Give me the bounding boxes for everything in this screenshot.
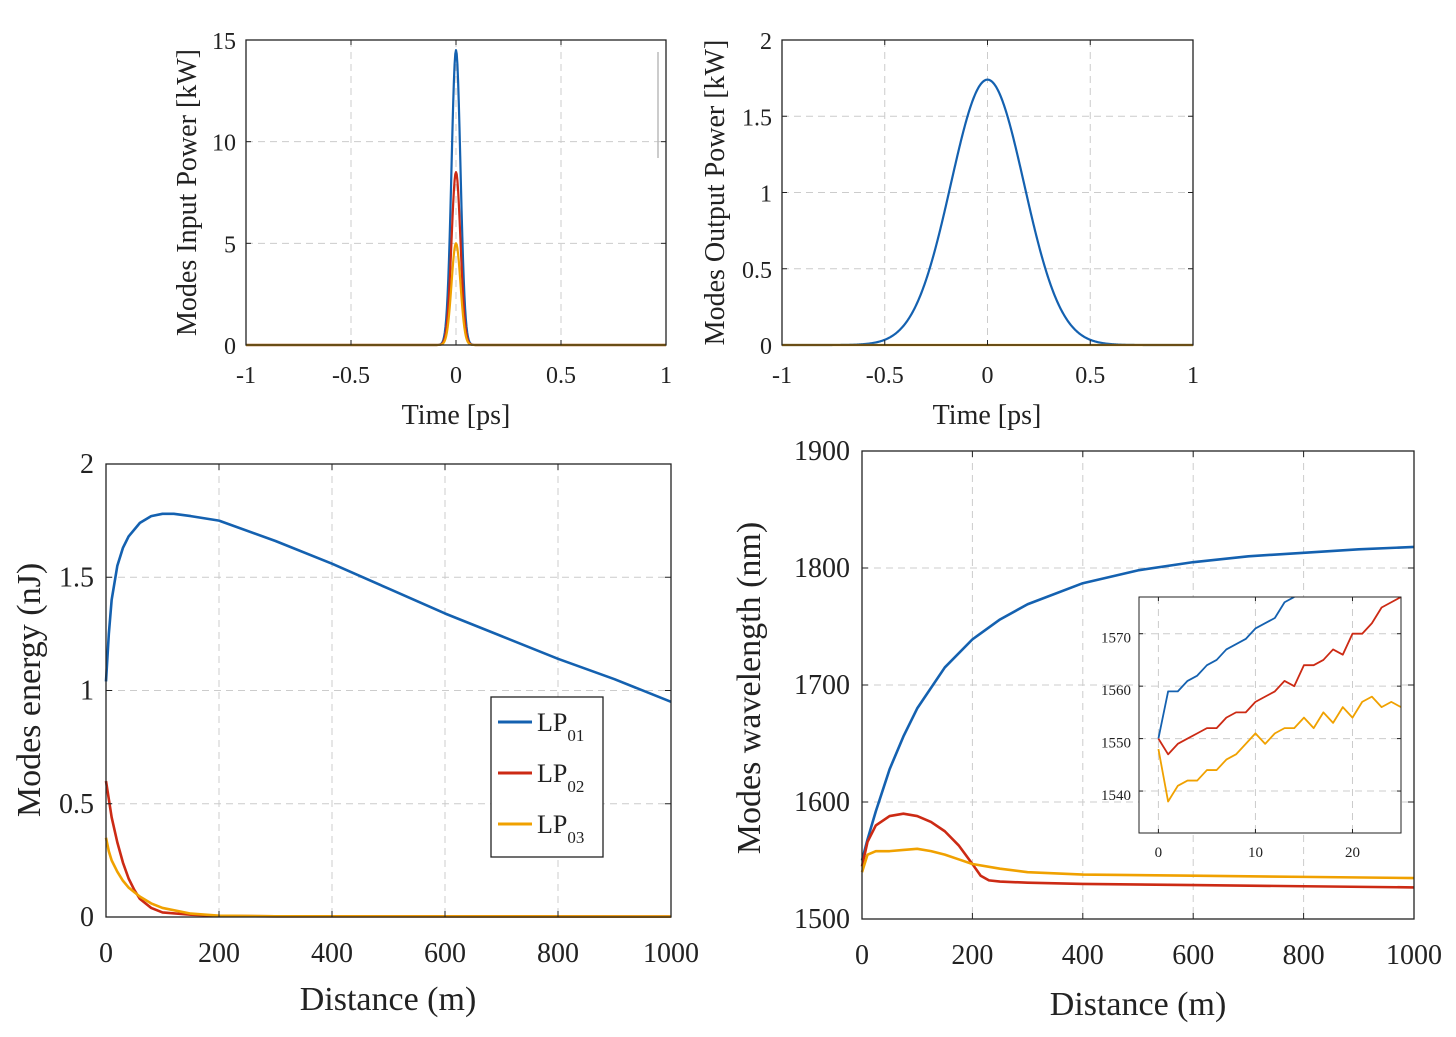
x-axis-label: Time [ps] — [933, 400, 1042, 431]
x-tick-label: 0 — [450, 363, 462, 389]
x-tick-label: 1000 — [1386, 940, 1442, 971]
x-tick-label: 1 — [660, 363, 672, 389]
y-tick-label: 1570 — [1101, 631, 1131, 647]
x-tick-label: 1 — [1187, 363, 1199, 389]
y-axis-label: Modes energy (nJ) — [11, 563, 48, 817]
x-axis-label: Time [ps] — [402, 400, 511, 431]
y-tick-label: 1800 — [794, 553, 850, 584]
x-tick-label: 800 — [1283, 940, 1325, 971]
y-tick-label: 0.5 — [742, 258, 772, 284]
x-axis-label: Distance (m) — [1050, 986, 1227, 1023]
y-tick-label: 1540 — [1101, 788, 1131, 804]
x-tick-label: 400 — [311, 938, 353, 969]
series-group — [860, 545, 1415, 889]
y-tick-label: 0 — [760, 334, 772, 360]
chart-output-power: -1 -0.5 0 0.5 1 0 0.5 1 1.5 2 Time [ps] Modes Out… — [700, 29, 1199, 431]
plot-area — [246, 40, 666, 345]
series-line-01 — [860, 545, 1415, 861]
x-tick-label: 600 — [1172, 940, 1214, 971]
y-tick-label: 1700 — [794, 670, 850, 701]
x-tick-label: 20 — [1345, 845, 1360, 861]
y-tick-label: 15 — [212, 29, 236, 55]
ticks: -1 -0.5 0 0.5 1 0 0.5 1 1.5 2 — [742, 29, 1199, 389]
inset-series-group — [1157, 597, 1401, 803]
y-tick-label: 1 — [760, 182, 772, 208]
series-line-01 — [104, 512, 672, 704]
series-line-02 — [860, 812, 1415, 889]
inset-series-line — [1157, 597, 1295, 739]
y-tick-label: 0.5 — [59, 789, 94, 820]
x-tick-label: 200 — [951, 940, 993, 971]
y-tick-label: 0 — [80, 902, 94, 933]
inset-frame — [1138, 596, 1402, 834]
y-tick-label: 1550 — [1101, 736, 1131, 752]
inset-series-line — [1157, 597, 1401, 756]
grid — [106, 464, 671, 917]
y-tick-label: 5 — [224, 232, 236, 258]
x-tick-label: -1 — [236, 363, 256, 389]
y-tick-label: 2 — [80, 449, 94, 480]
y-axis-label: Modes wavelength (nm) — [731, 522, 768, 854]
y-tick-label: 10 — [212, 131, 236, 157]
x-tick-label: 0 — [982, 363, 994, 389]
series-line-03 — [104, 837, 672, 918]
x-tick-label: 1000 — [643, 938, 699, 969]
x-tick-label: -1 — [772, 363, 792, 389]
y-tick-label: 1.5 — [742, 105, 772, 131]
y-axis-label: Modes Output Power [kW] — [700, 40, 731, 346]
legend-box — [490, 696, 604, 858]
y-tick-label: 2 — [760, 29, 772, 55]
legend-subscript: 01 — [567, 726, 584, 745]
x-tick-label: 0 — [855, 940, 869, 971]
x-tick-label: 400 — [1062, 940, 1104, 971]
y-tick-label: 1500 — [794, 904, 850, 935]
x-tick-label: -0.5 — [866, 363, 904, 389]
y-axis-label: Modes Input Power [kW] — [172, 49, 203, 336]
y-tick-label: 0 — [224, 334, 236, 360]
inset-ticks: 0 10 20 1540 1550 1560 1570 — [1101, 597, 1401, 861]
x-tick-label: 0 — [1155, 845, 1163, 861]
series-line-03 — [860, 847, 1415, 880]
x-tick-label: 800 — [537, 938, 579, 969]
x-tick-label: 0.5 — [546, 363, 576, 389]
y-tick-label: 1 — [80, 676, 94, 707]
inset-chart: 0 10 20 1540 1550 1560 1570 — [1101, 596, 1402, 861]
x-tick-label: 600 — [424, 938, 466, 969]
x-tick-label: 10 — [1248, 845, 1263, 861]
y-tick-label: 1.5 — [59, 562, 94, 593]
x-tick-label: 200 — [198, 938, 240, 969]
x-tick-label: -0.5 — [332, 363, 370, 389]
x-tick-label: 0 — [99, 938, 113, 969]
legend-subscript: 03 — [567, 828, 584, 847]
inset-series-line — [1157, 695, 1401, 803]
x-axis-label: Distance (m) — [300, 981, 477, 1018]
y-tick-label: 1560 — [1101, 683, 1131, 699]
ticks: 0 200 400 600 800 1000 0 0.5 1 1.5 2 — [59, 449, 699, 969]
grid — [782, 40, 1193, 345]
y-tick-label: 1600 — [794, 787, 850, 818]
legend-subscript: 02 — [567, 777, 584, 796]
x-tick-label: 0.5 — [1075, 363, 1105, 389]
series-group — [104, 512, 672, 918]
inset-plot-area — [1139, 597, 1401, 833]
y-tick-label: 1900 — [794, 436, 850, 467]
